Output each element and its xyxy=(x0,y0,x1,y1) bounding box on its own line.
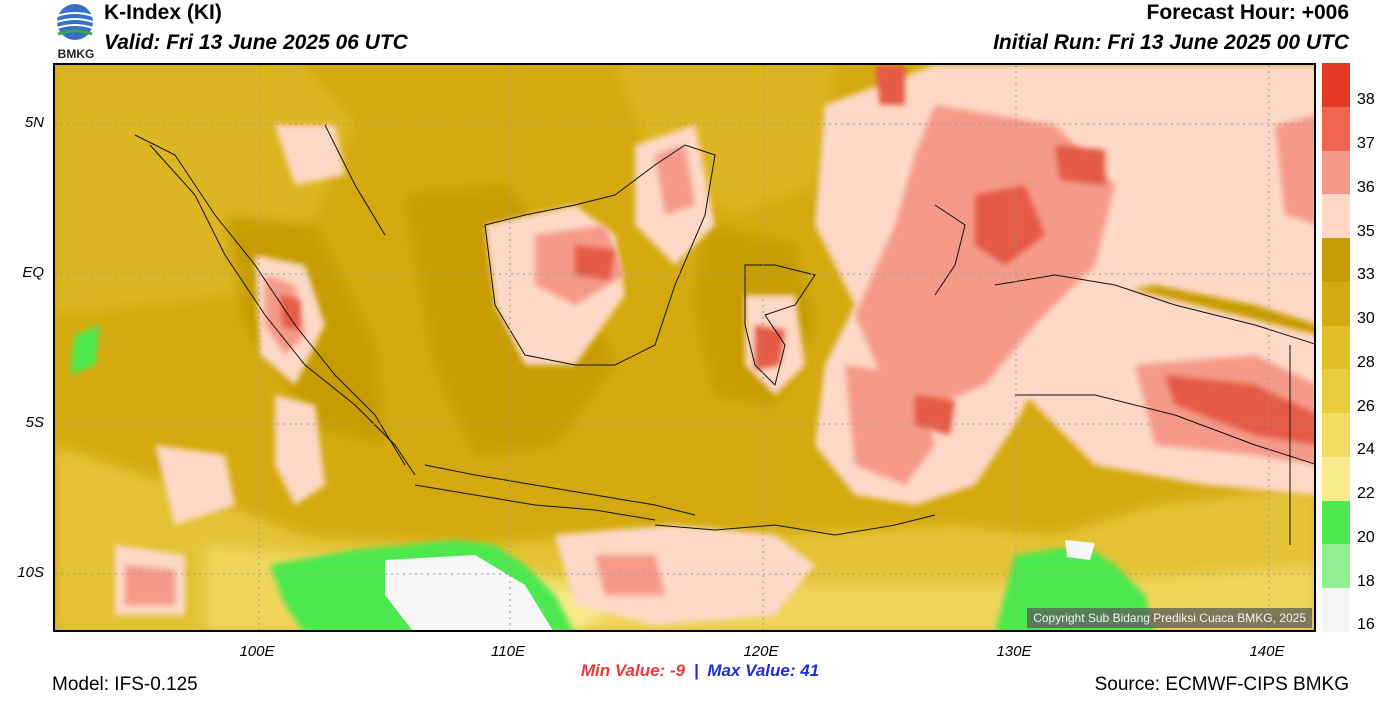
kindex-map: Copyright Sub Bidang Prediksi Cuaca BMKG… xyxy=(53,63,1316,632)
legend-swatch xyxy=(1322,325,1350,370)
sumatra-coast xyxy=(134,134,406,466)
grid-lines xyxy=(55,65,1314,630)
legend-swatch xyxy=(1322,238,1350,283)
legend-label: 22 xyxy=(1357,485,1375,503)
bmkg-logo: BMKG xyxy=(52,2,100,61)
java-coast xyxy=(424,464,696,516)
min-value: -9 xyxy=(669,661,686,680)
legend-label: 30 xyxy=(1357,310,1375,328)
lat-label-10s: 10S xyxy=(17,564,44,581)
legend-label: 18 xyxy=(1357,572,1375,590)
copyright-notice: Copyright Sub Bidang Prediksi Cuaca BMKG… xyxy=(1027,608,1312,628)
legend-swatch xyxy=(1322,500,1350,545)
lon-label-120e: 120E xyxy=(743,643,779,660)
initial-run: Initial Run: Fri 13 June 2025 00 UTC xyxy=(993,31,1349,54)
legend-label: 20 xyxy=(1357,528,1375,546)
legend-swatch xyxy=(1322,194,1350,239)
legend-swatch xyxy=(1322,413,1350,458)
legend-swatch xyxy=(1322,588,1350,633)
max-label: Max Value: xyxy=(707,661,796,680)
valid-time: Valid: Fri 13 June 2025 06 UTC xyxy=(104,31,408,54)
separator: | xyxy=(693,661,699,680)
legend-swatch xyxy=(1322,106,1350,152)
color-legend xyxy=(1322,63,1350,633)
legend-label: 16 xyxy=(1357,616,1375,634)
min-label: Min Value: xyxy=(580,661,666,680)
max-value: 41 xyxy=(800,661,820,680)
coastlines xyxy=(134,124,1314,545)
svg-text:BMKG: BMKG xyxy=(58,47,95,60)
lon-label-100e: 100E xyxy=(239,643,275,660)
legend-label: 33 xyxy=(1357,266,1375,284)
malay-peninsula-coast xyxy=(324,124,386,236)
borneo-coast xyxy=(484,144,716,366)
legend-label: 28 xyxy=(1357,353,1375,371)
forecast-hour: Forecast Hour: +006 xyxy=(1146,1,1350,24)
legend-swatch xyxy=(1322,281,1350,327)
source-info: Source: ECMWF-CIPS BMKG xyxy=(1094,674,1349,695)
legend-swatch xyxy=(1322,544,1350,589)
lon-label-130e: 130E xyxy=(996,643,1032,660)
lon-label-110e: 110E xyxy=(491,643,525,660)
legend-label: 26 xyxy=(1357,397,1375,415)
lat-label-5n: 5N xyxy=(24,114,44,131)
legend-swatch xyxy=(1322,369,1350,414)
legend-label: 35 xyxy=(1357,222,1375,240)
legend-label: 24 xyxy=(1357,441,1375,459)
nusa-tenggara-coast xyxy=(654,514,936,536)
lat-label-eq: EQ xyxy=(22,264,44,281)
page-title: K-Index (KI) xyxy=(104,1,222,24)
legend-swatch xyxy=(1322,456,1350,502)
logo-globe-icon xyxy=(57,4,93,40)
field-38-layer xyxy=(280,65,1314,445)
legend-label: 38 xyxy=(1357,91,1375,109)
legend-label: 36 xyxy=(1357,178,1375,196)
sulawesi-coast xyxy=(744,264,816,386)
lon-label-140e: 140E xyxy=(1249,643,1285,660)
legend-swatch xyxy=(1322,150,1350,195)
legend-swatch xyxy=(1322,63,1350,108)
papua-coast xyxy=(994,274,1314,345)
legend-label: 37 xyxy=(1357,134,1375,152)
min-max-values: Min Value: -9 | Max Value: 41 xyxy=(0,661,1400,681)
lat-label-5s: 5S xyxy=(25,414,44,431)
model-info: Model: IFS-0.125 xyxy=(52,674,198,695)
